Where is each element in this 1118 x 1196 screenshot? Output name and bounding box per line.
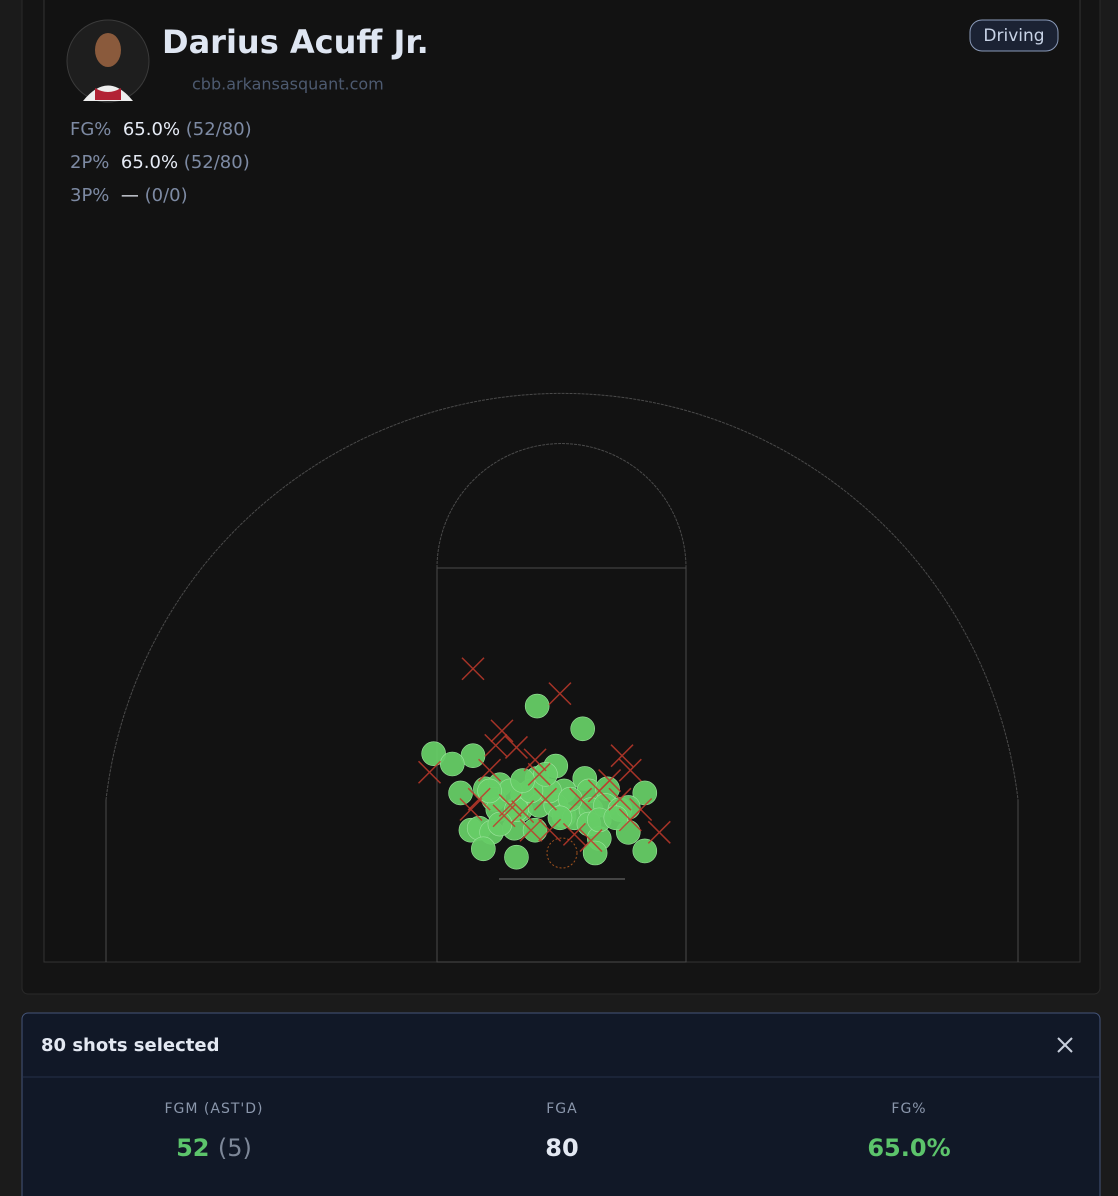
player-name: Darius Acuff Jr. bbox=[162, 23, 429, 61]
stat-value: 65.0% bbox=[121, 152, 178, 173]
panel-stat-value: 52 bbox=[176, 1134, 209, 1162]
filter-chip[interactable] bbox=[969, 19, 1059, 52]
missed-shot bbox=[579, 829, 603, 853]
panel-stat: 52 (5) bbox=[176, 1134, 252, 1162]
made-shot bbox=[582, 840, 608, 866]
made-shot bbox=[632, 838, 658, 864]
panel-stat-label: FGA bbox=[546, 1101, 577, 1117]
made-shot bbox=[524, 693, 550, 719]
stats: FG% 65.0% (52/80)2P% 65.0% (52/80)3P% — … bbox=[70, 119, 252, 206]
stat-row: 2P% 65.0% (52/80) bbox=[70, 152, 250, 173]
stat-row: 3P% — (0/0) bbox=[70, 185, 188, 206]
missed-shot bbox=[618, 758, 642, 782]
panel-stat-label: FG% bbox=[891, 1101, 926, 1117]
stat-value: — bbox=[121, 185, 139, 206]
made-shot bbox=[522, 817, 548, 843]
missed-shot bbox=[569, 787, 593, 811]
missed-shot bbox=[562, 822, 586, 846]
made-shot bbox=[448, 780, 473, 806]
shots bbox=[417, 657, 671, 870]
missed-shot bbox=[498, 793, 522, 817]
panel-stat-label: FGM (AST'D) bbox=[165, 1101, 264, 1117]
missed-shot bbox=[587, 779, 611, 803]
selection-panel bbox=[21, 1012, 1101, 1196]
missed-shot bbox=[548, 682, 572, 706]
made-shot bbox=[477, 778, 502, 804]
missed-shot bbox=[467, 787, 491, 811]
panel-stats: FGM (AST'D) 52 (5) FGA 80 FG% 65.0% bbox=[165, 1101, 951, 1162]
panel-stat: 80 bbox=[545, 1134, 578, 1162]
missed-shot bbox=[478, 758, 502, 782]
stat-value: 65.0% bbox=[123, 119, 180, 140]
stat-detail: (52/80) bbox=[186, 119, 252, 140]
stat-label: 3P% bbox=[70, 185, 109, 206]
missed-shot bbox=[417, 760, 442, 784]
stat-label: FG% bbox=[70, 119, 111, 140]
close-button[interactable] bbox=[1057, 1037, 1073, 1053]
missed-shot bbox=[647, 820, 671, 844]
panel-stat-value: 80 bbox=[545, 1134, 578, 1162]
panel-stat: 65.0% bbox=[867, 1134, 950, 1162]
made-shot bbox=[504, 844, 529, 870]
missed-shot bbox=[484, 733, 508, 757]
made-shot bbox=[460, 743, 486, 769]
stat-detail: (0/0) bbox=[145, 185, 188, 206]
missed-shot bbox=[490, 719, 514, 743]
made-shot bbox=[471, 836, 496, 862]
avatar bbox=[66, 19, 150, 103]
made-shot bbox=[547, 805, 573, 831]
missed-shot bbox=[618, 808, 642, 832]
missed-shot bbox=[538, 818, 562, 842]
site-label: cbb.arkansasquant.com bbox=[192, 75, 384, 94]
made-shot bbox=[533, 762, 558, 787]
made-shot bbox=[570, 716, 596, 742]
missed-shot bbox=[459, 797, 483, 822]
missed-shot bbox=[608, 787, 632, 811]
stat-detail: (52/80) bbox=[184, 152, 250, 173]
stat-label: 2P% bbox=[70, 152, 109, 173]
filter-label[interactable]: Driving bbox=[983, 26, 1044, 46]
missed-shot bbox=[461, 657, 485, 681]
panel-title: 80 shots selected bbox=[41, 1035, 219, 1056]
missed-shot bbox=[519, 818, 543, 842]
missed-shot bbox=[511, 800, 535, 824]
stat-row: FG% 65.0% (52/80) bbox=[70, 119, 252, 140]
missed-shot bbox=[492, 804, 516, 828]
missed-shot bbox=[523, 748, 547, 772]
made-shot bbox=[439, 751, 465, 777]
missed-shot bbox=[527, 762, 551, 786]
missed-shot bbox=[610, 744, 634, 768]
missed-shot bbox=[504, 735, 528, 759]
panel-stat-sub: (5) bbox=[218, 1134, 252, 1162]
missed-shot bbox=[533, 787, 557, 811]
made-shot bbox=[510, 768, 535, 793]
panel-stat-value: 65.0% bbox=[867, 1134, 950, 1162]
